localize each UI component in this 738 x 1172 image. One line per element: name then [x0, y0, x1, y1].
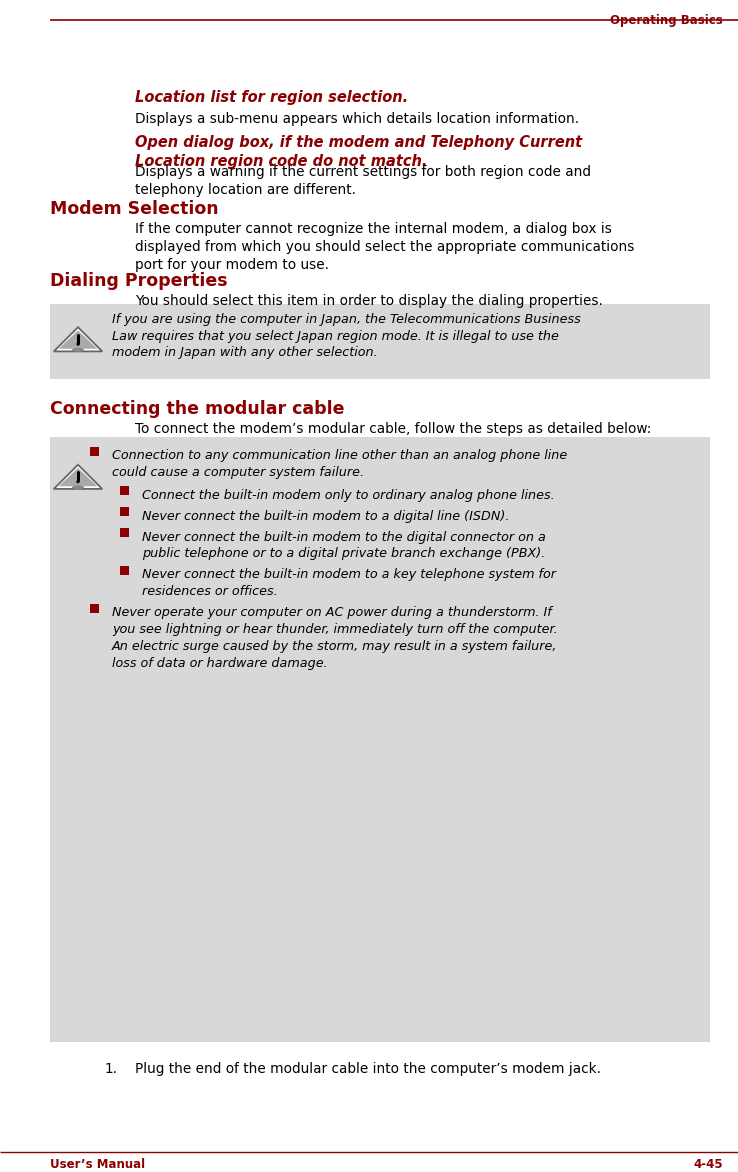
Text: 4-45: 4-45 [694, 1158, 723, 1171]
Ellipse shape [72, 485, 84, 490]
Text: Never connect the built-in modem to a key telephone system for: Never connect the built-in modem to a ke… [142, 568, 556, 581]
Text: To connect the modem’s modular cable, follow the steps as detailed below:: To connect the modem’s modular cable, fo… [135, 422, 652, 436]
Polygon shape [58, 331, 97, 349]
Bar [90, 604, 99, 613]
Text: could cause a computer system failure.: could cause a computer system failure. [112, 465, 364, 479]
Ellipse shape [76, 481, 80, 483]
Text: residences or offices.: residences or offices. [142, 585, 277, 598]
Text: An electric surge caused by the storm, may result in a system failure,: An electric surge caused by the storm, m… [112, 640, 557, 653]
Bar [120, 529, 129, 537]
Polygon shape [58, 468, 97, 486]
Text: Open dialog box, if the modem and Telephony Current
Location region code do not : Open dialog box, if the modem and Teleph… [135, 135, 582, 169]
Text: Displays a sub-menu appears which details location information.: Displays a sub-menu appears which detail… [135, 113, 579, 127]
Text: Connection to any communication line other than an analog phone line: Connection to any communication line oth… [112, 449, 568, 462]
Ellipse shape [72, 348, 84, 352]
Text: Never operate your computer on AC power during a thunderstorm. If: Never operate your computer on AC power … [112, 606, 552, 619]
Bar [50, 304, 710, 379]
Text: 1.: 1. [105, 1062, 118, 1076]
Text: you see lightning or hear thunder, immediately turn off the computer.: you see lightning or hear thunder, immed… [112, 624, 558, 636]
Bar [50, 437, 710, 1042]
Text: Dialing Properties: Dialing Properties [50, 272, 227, 289]
Bar [120, 486, 129, 496]
Text: If you are using the computer in Japan, the Telecommunications Business
Law requ: If you are using the computer in Japan, … [112, 313, 581, 359]
Text: Never connect the built-in modem to the digital connector on a: Never connect the built-in modem to the … [142, 531, 546, 544]
Text: Never connect the built-in modem to a digital line (ISDN).: Never connect the built-in modem to a di… [142, 510, 509, 523]
Text: Connect the built-in modem only to ordinary analog phone lines.: Connect the built-in modem only to ordin… [142, 489, 555, 502]
Text: Location list for region selection.: Location list for region selection. [135, 90, 408, 105]
Text: public telephone or to a digital private branch exchange (PBX).: public telephone or to a digital private… [142, 547, 545, 560]
Text: Plug the end of the modular cable into the computer’s modem jack.: Plug the end of the modular cable into t… [135, 1062, 601, 1076]
Text: Modem Selection: Modem Selection [50, 200, 218, 218]
Text: Operating Basics: Operating Basics [610, 14, 723, 27]
Bar [120, 507, 129, 517]
Text: If the computer cannot recognize the internal modem, a dialog box is
displayed f: If the computer cannot recognize the int… [135, 222, 635, 272]
Bar [120, 566, 129, 575]
Polygon shape [54, 327, 102, 352]
Text: User’s Manual: User’s Manual [50, 1158, 145, 1171]
Text: loss of data or hardware damage.: loss of data or hardware damage. [112, 656, 328, 669]
Text: You should select this item in order to display the dialing properties.: You should select this item in order to … [135, 294, 603, 308]
Polygon shape [54, 465, 102, 489]
Ellipse shape [76, 342, 80, 346]
Text: Connecting the modular cable: Connecting the modular cable [50, 400, 345, 418]
Bar [90, 447, 99, 456]
Text: Displays a warning if the current settings for both region code and
telephony lo: Displays a warning if the current settin… [135, 165, 591, 197]
